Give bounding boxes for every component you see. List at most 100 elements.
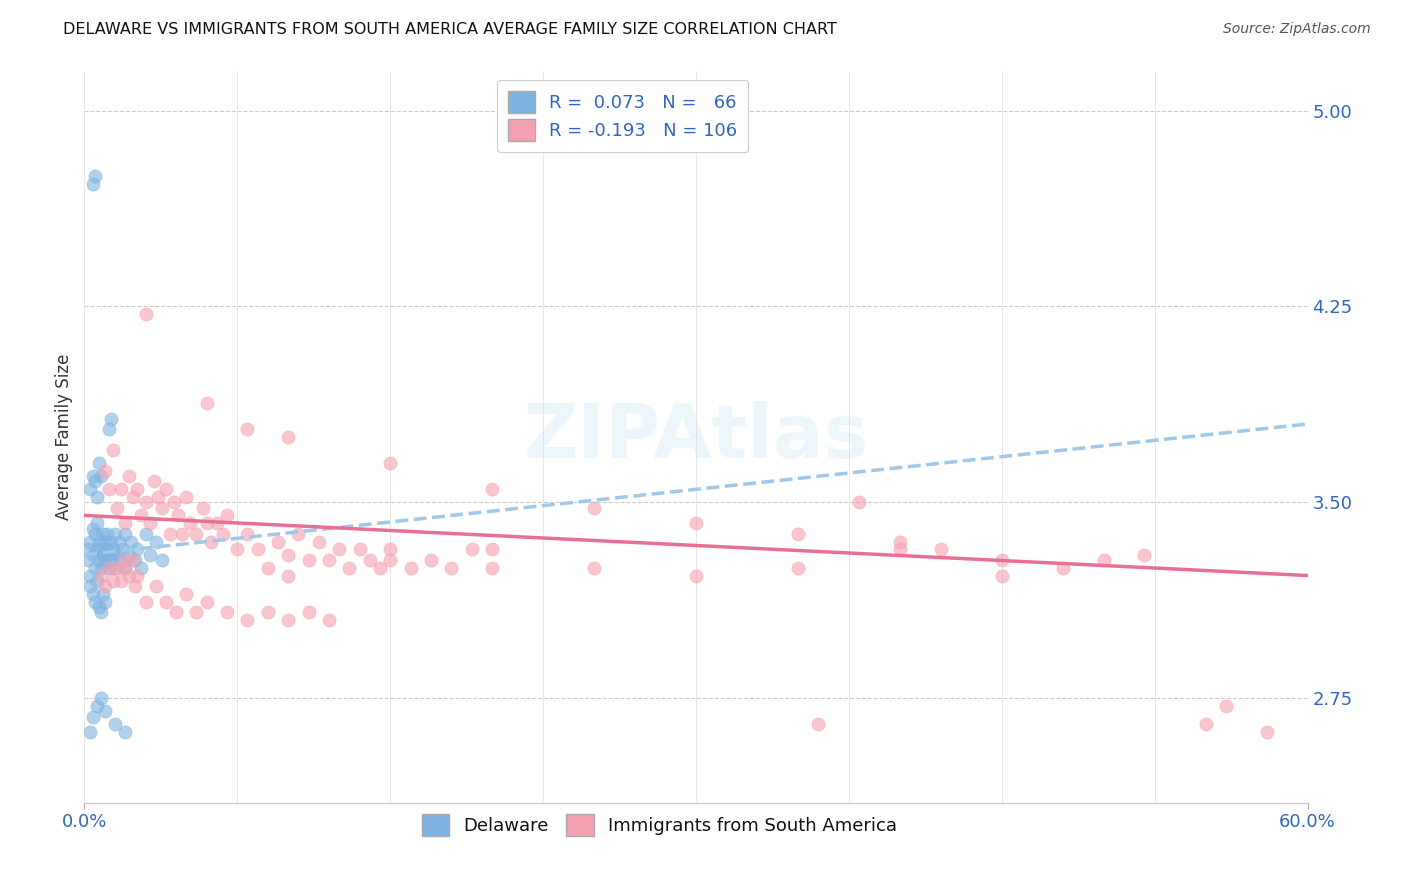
Point [380, 553, 402, 567]
Point [90, 542, 112, 557]
Point [77, 553, 100, 567]
Point [186, 605, 208, 619]
Point [138, 516, 160, 531]
Point [96, 526, 118, 541]
Point [79, 483, 101, 497]
Point [86, 490, 108, 504]
Point [1256, 725, 1278, 739]
Point [105, 500, 128, 515]
Point [82, 469, 104, 483]
Point [583, 500, 606, 515]
Point [226, 542, 249, 557]
Point [212, 526, 235, 541]
Point [191, 500, 214, 515]
Point [217, 508, 239, 523]
Point [86, 699, 108, 714]
Point [79, 568, 101, 582]
Point [787, 526, 810, 541]
Point [308, 534, 330, 549]
Point [90, 560, 112, 574]
Point [91, 526, 114, 541]
Point [82, 548, 104, 562]
Point [163, 495, 186, 509]
Point [93, 595, 115, 609]
Point [165, 605, 187, 619]
Point [150, 500, 173, 515]
Point [318, 553, 340, 567]
Point [685, 516, 707, 531]
Point [277, 548, 299, 562]
Point [440, 560, 463, 574]
Point [124, 579, 146, 593]
Point [145, 579, 167, 593]
Point [83, 560, 105, 574]
Point [179, 516, 201, 531]
Point [420, 553, 443, 567]
Point [1133, 548, 1156, 562]
Point [90, 469, 112, 483]
Point [236, 613, 259, 627]
Point [100, 412, 122, 426]
Point [131, 560, 153, 574]
Point [114, 516, 136, 531]
Point [142, 475, 165, 489]
Point [101, 574, 124, 588]
Point [90, 568, 112, 582]
Point [267, 534, 290, 549]
Point [380, 542, 402, 557]
Point [82, 709, 104, 723]
Point [87, 599, 110, 614]
Point [82, 587, 104, 601]
Point [118, 469, 141, 483]
Text: Source: ZipAtlas.com: Source: ZipAtlas.com [1223, 22, 1371, 37]
Point [461, 542, 484, 557]
Point [114, 725, 136, 739]
Point [83, 475, 105, 489]
Point [91, 587, 114, 601]
Point [122, 553, 145, 567]
Text: ZIPAtlas: ZIPAtlas [523, 401, 869, 474]
Point [79, 534, 101, 549]
Point [96, 542, 118, 557]
Point [127, 483, 149, 497]
Point [83, 169, 105, 183]
Point [236, 526, 259, 541]
Point [90, 605, 112, 619]
Point [277, 430, 299, 444]
Point [112, 542, 135, 557]
Point [195, 595, 218, 609]
Point [1052, 560, 1074, 574]
Point [127, 542, 149, 557]
Point [87, 534, 110, 549]
Point [93, 579, 115, 593]
Point [127, 568, 149, 582]
Point [86, 516, 108, 531]
Point [138, 548, 160, 562]
Point [118, 568, 141, 582]
Point [100, 553, 122, 567]
Point [481, 542, 503, 557]
Point [349, 542, 371, 557]
Point [172, 526, 194, 541]
Point [368, 560, 391, 574]
Point [122, 490, 145, 504]
Point [79, 725, 101, 739]
Point [86, 542, 108, 557]
Point [583, 560, 606, 574]
Point [120, 534, 142, 549]
Point [97, 548, 120, 562]
Point [114, 553, 136, 567]
Point [318, 613, 340, 627]
Point [200, 534, 222, 549]
Point [97, 422, 120, 436]
Point [889, 542, 911, 557]
Point [135, 495, 157, 509]
Point [90, 691, 112, 706]
Point [257, 560, 280, 574]
Point [685, 568, 707, 582]
Point [174, 587, 197, 601]
Point [105, 548, 128, 562]
Point [287, 526, 309, 541]
Point [787, 560, 810, 574]
Legend: Delaware, Immigrants from South America: Delaware, Immigrants from South America [412, 805, 905, 845]
